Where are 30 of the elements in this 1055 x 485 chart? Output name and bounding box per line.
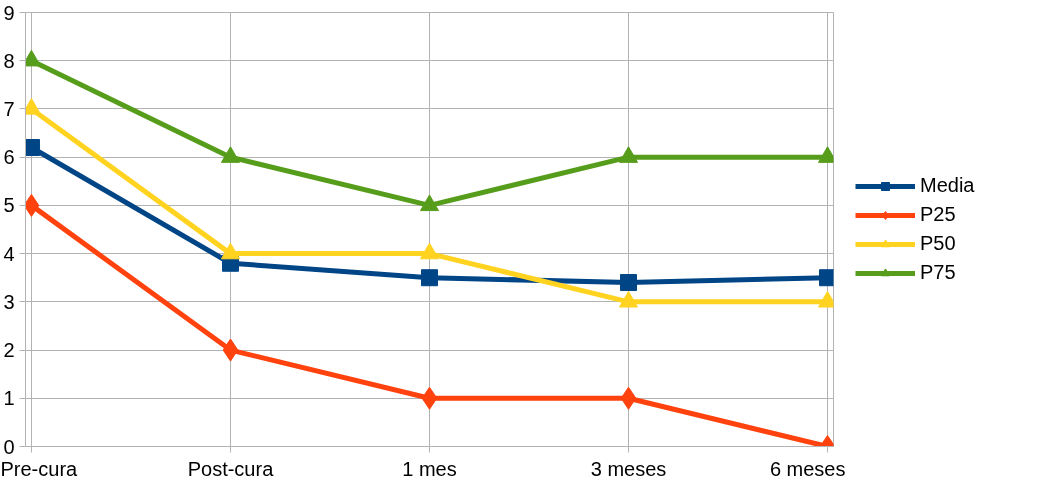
legend-label: P50: [920, 232, 956, 255]
point: [220, 146, 240, 163]
y-tick-label: 0: [3, 435, 15, 458]
x-tick-label: Post-cura: [187, 457, 275, 480]
x-tick-label: Pre-cura: [0, 457, 79, 480]
point: [420, 242, 439, 260]
x-tick-label: 3 meses: [590, 457, 667, 480]
y-tick-label: 5: [3, 194, 15, 217]
point: [619, 290, 639, 308]
point: [421, 386, 438, 410]
point: [420, 194, 439, 212]
x-tick-label: 6 meses: [769, 457, 846, 480]
point: [620, 386, 637, 410]
y-tick-label: 8: [3, 49, 15, 72]
y-tick-label: 9: [3, 1, 15, 24]
point: [620, 274, 638, 292]
point: [220, 242, 240, 260]
legend-label: P75: [920, 261, 956, 284]
y-tick-label: 4: [3, 242, 15, 265]
y-tick-label: 6: [3, 146, 15, 169]
y-tick-label: 1: [3, 387, 15, 410]
legend-label: P25: [920, 203, 956, 226]
y-tick-label: 7: [3, 97, 15, 120]
point: [421, 269, 438, 287]
point: [222, 338, 239, 362]
x-tick-label: 1 mes: [402, 457, 457, 480]
y-tick-label: 3: [3, 290, 15, 313]
point: [619, 146, 639, 163]
y-tick-label: 2: [3, 339, 15, 362]
legend-label: Media: [920, 174, 975, 197]
